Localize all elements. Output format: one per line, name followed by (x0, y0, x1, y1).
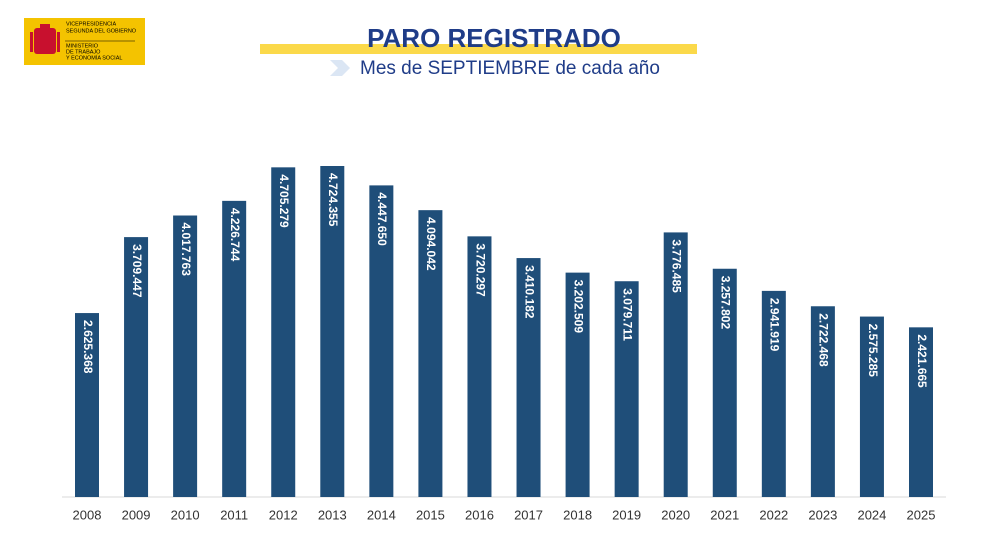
x-tick-label: 2020 (661, 507, 690, 522)
chart-subtitle: Mes de SEPTIEMBRE de cada año (360, 58, 660, 79)
x-tick-label: 2008 (73, 507, 102, 522)
x-tick-label: 2009 (122, 507, 151, 522)
value-label: 2.941.919 (768, 298, 782, 352)
chevron (330, 60, 350, 76)
x-tick-label: 2015 (416, 507, 445, 522)
bar (614, 281, 639, 497)
bar (516, 258, 541, 497)
value-label: 3.202.509 (571, 280, 585, 334)
x-tick-label: 2013 (318, 507, 347, 522)
x-tick-label: 2021 (710, 507, 739, 522)
bar (418, 210, 443, 497)
x-tick-label: 2022 (759, 507, 788, 522)
value-label: 3.257.802 (719, 276, 733, 330)
x-tick-label: 2014 (367, 507, 396, 522)
value-label: 4.226.744 (228, 208, 242, 262)
value-label: 3.079.711 (620, 288, 634, 341)
x-tick-label: 2016 (465, 507, 494, 522)
x-tick-label: 2010 (171, 507, 200, 522)
value-label: 4.017.763 (179, 223, 193, 277)
bar (663, 232, 688, 498)
chart-title: PARO REGISTRADO (367, 23, 621, 53)
bar (222, 200, 247, 497)
value-label: 2.625.368 (81, 320, 95, 374)
x-tick-label: 2019 (612, 507, 641, 522)
bar (320, 166, 345, 497)
value-label: 3.709.447 (130, 244, 144, 298)
bar (712, 268, 737, 497)
value-label: 3.776.485 (670, 239, 684, 293)
logo-text: MINISTERIO (66, 43, 99, 49)
bar (369, 185, 394, 497)
logo-text: VICEPRESIDENCIA (66, 21, 116, 27)
value-label: 3.410.182 (522, 265, 536, 319)
bar (810, 306, 835, 497)
x-tick-label: 2018 (563, 507, 592, 522)
title-highlight (260, 44, 697, 54)
value-label: 3.720.297 (473, 243, 487, 297)
logo-text: SEGUNDA DEL GOBIERNO (66, 28, 137, 34)
bar (467, 236, 492, 497)
logo-pillar (30, 32, 33, 52)
value-label: 2.575.285 (866, 324, 880, 378)
value-label: 2.421.665 (915, 334, 929, 388)
bar (909, 327, 933, 497)
bar (565, 272, 590, 497)
logo: VICEPRESIDENCIA SEGUNDA DEL GOBIERNO MIN… (24, 18, 145, 65)
logo-text: Y ECONOMÍA SOCIAL (66, 54, 122, 61)
logo-shield (34, 28, 56, 54)
x-tick-label: 2012 (269, 507, 298, 522)
value-label: 4.094.042 (424, 217, 438, 271)
x-tick-label: 2025 (907, 507, 936, 522)
bar (859, 316, 884, 497)
bar (761, 290, 786, 497)
bar (124, 237, 149, 497)
logo-crown (40, 24, 50, 30)
x-tick-label: 2011 (220, 507, 248, 522)
x-tick-label: 2017 (514, 507, 543, 522)
logo-pillar (57, 32, 60, 52)
bar (173, 215, 198, 497)
value-label: 4.705.279 (277, 174, 291, 228)
value-label: 4.447.650 (375, 192, 389, 246)
value-label: 2.722.468 (817, 313, 831, 367)
x-tick-label: 2023 (808, 507, 837, 522)
value-label: 4.724.355 (326, 173, 340, 227)
bar (75, 313, 99, 497)
bar (271, 167, 296, 497)
x-tick-label: 2024 (857, 507, 886, 522)
logo-text: DE TRABAJO (66, 49, 101, 55)
